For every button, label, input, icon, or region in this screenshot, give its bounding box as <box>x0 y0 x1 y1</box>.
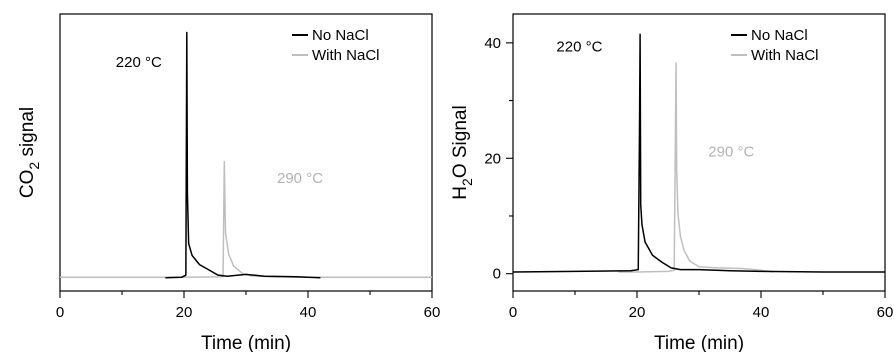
x-tick-label: 60 <box>424 304 441 321</box>
x-tick-label: 20 <box>629 304 646 321</box>
x-tick-label: 40 <box>753 304 770 321</box>
chart-panel-left: 0 20 40 60 Time (min) CO2 signal No NaCl With N… <box>17 13 441 352</box>
series-line-no-nacl <box>165 31 321 279</box>
series-line-with-nacl <box>60 160 432 279</box>
y-axis-title: CO2 signal <box>17 107 42 198</box>
legend-label: With NaCl <box>751 47 819 64</box>
y-tick-label: 20 <box>484 150 501 167</box>
chart-panel-right: 0 20 40 60 0 20 40 Time (min) H2O Signal No NaCl W… <box>450 13 894 352</box>
plot-frame <box>512 13 886 292</box>
y-tick-label: 0 <box>493 266 501 283</box>
temperature-annotation: 290 °C <box>277 170 323 187</box>
legend-label: With NaCl <box>312 47 380 64</box>
x-axis-title: Time (min) <box>654 333 744 352</box>
y-axis-title-main: H <box>450 186 471 200</box>
temperature-annotation: 290 °C <box>708 144 754 161</box>
series-line-with-nacl <box>618 62 774 273</box>
y-axis-title-subscript: 2 <box>459 178 475 186</box>
legend-label: No NaCl <box>312 27 369 44</box>
x-tick-label: 20 <box>176 304 193 321</box>
x-tick-label: 60 <box>877 304 894 321</box>
series-line-no-nacl <box>512 33 885 273</box>
x-tick-label: 0 <box>509 304 517 321</box>
y-axis-title-rest: signal <box>17 107 38 162</box>
y-axis-title-rest: O Signal <box>450 105 471 178</box>
y-axis-title-main: CO <box>17 170 38 199</box>
legend-label: No NaCl <box>751 27 808 44</box>
y-tick-label: 40 <box>484 35 501 52</box>
temperature-annotation: 220 °C <box>556 39 602 56</box>
y-axis-title-subscript: 2 <box>26 162 42 170</box>
x-axis-title: Time (min) <box>201 333 291 352</box>
x-tick-label: 40 <box>300 304 317 321</box>
y-axis-title: H2O Signal <box>450 105 475 199</box>
x-tick-label: 0 <box>56 304 64 321</box>
temperature-annotation: 220 °C <box>116 54 162 71</box>
